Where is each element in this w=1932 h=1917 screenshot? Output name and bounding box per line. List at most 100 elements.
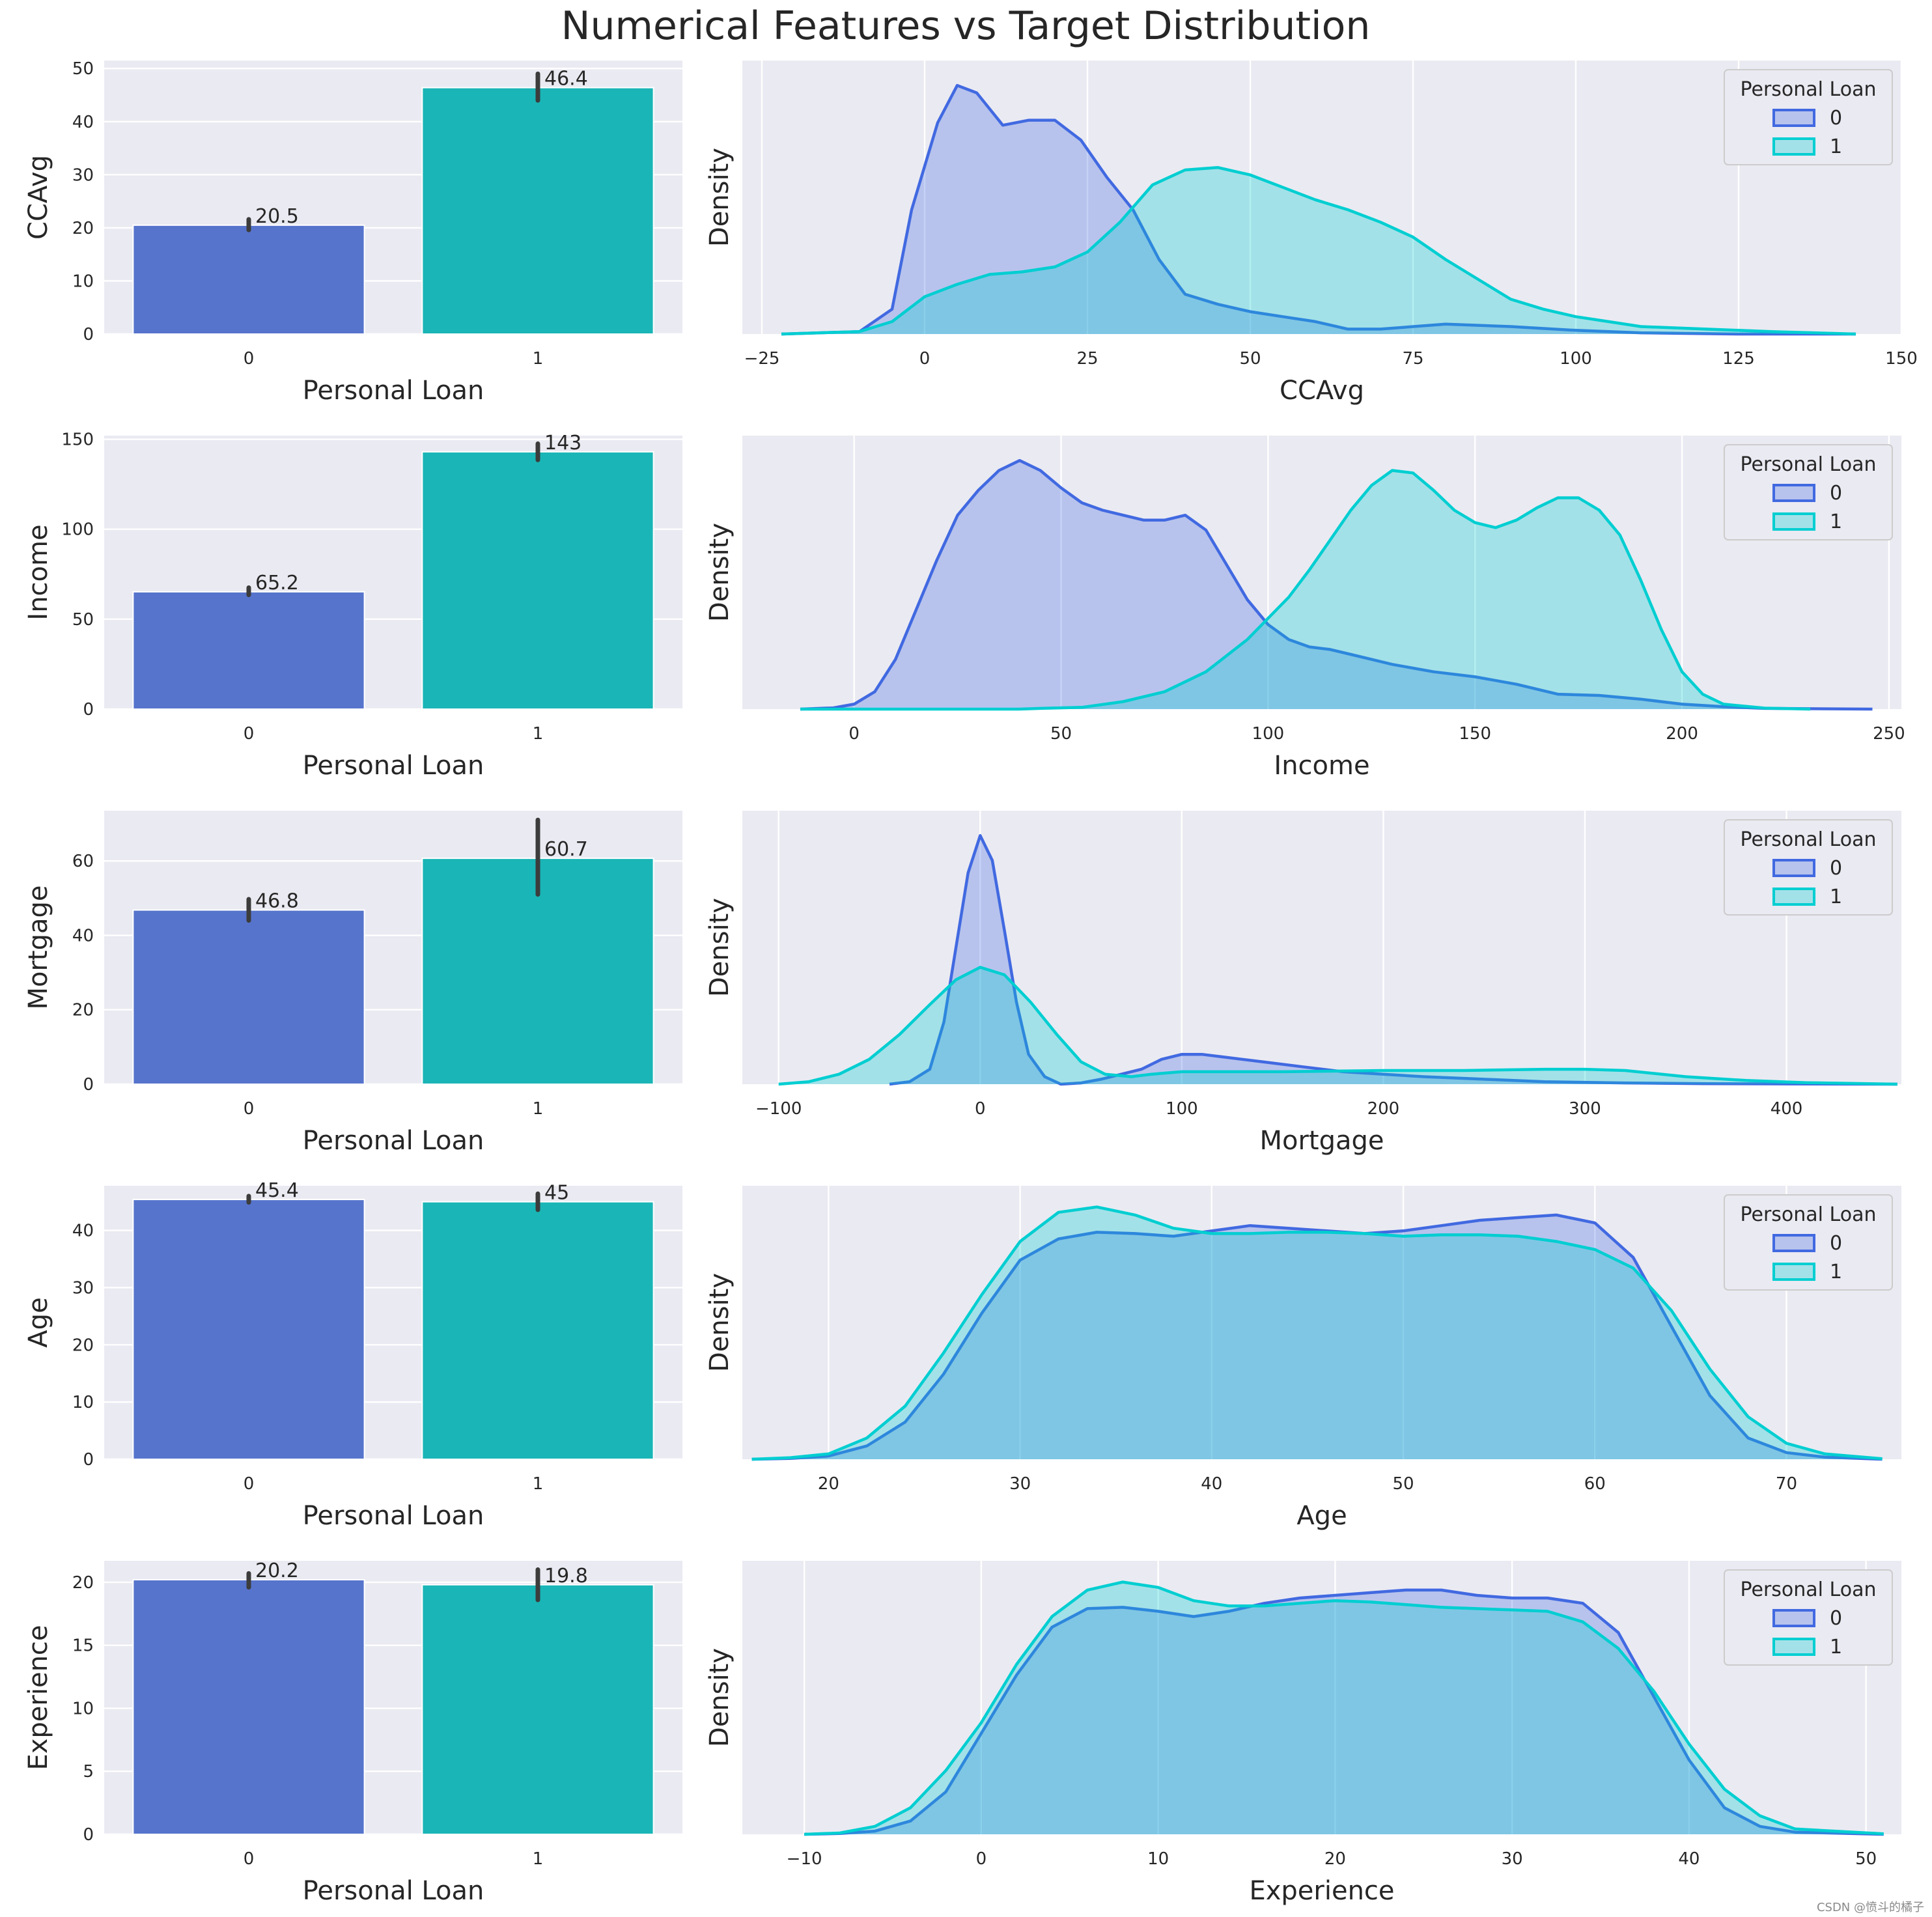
bar-data-label-0: 20.2 [255, 1560, 299, 1582]
density-line-1 [751, 1205, 1883, 1461]
x-tick-label: 30 [1009, 1474, 1031, 1494]
x-tick-label: 40 [1201, 1474, 1222, 1494]
x-tick-label: 125 [1722, 349, 1755, 369]
x-tick-label: 1 [533, 349, 544, 369]
bar-1 [421, 87, 654, 335]
x-tick-label: 20 [818, 1474, 839, 1494]
legend-label-0: 0 [1830, 857, 1842, 880]
y-tick-label: 50 [72, 59, 94, 79]
legend-label-1: 1 [1830, 1261, 1842, 1283]
bar-data-label-1: 60.7 [544, 838, 588, 861]
x-axis-label: Personal Loan [303, 751, 484, 781]
x-axis-label: Personal Loan [303, 376, 484, 406]
legend-swatch-1 [1772, 888, 1815, 906]
legend: Personal Loan 0 1 [1724, 819, 1893, 916]
density-line-1 [804, 1580, 1884, 1836]
x-tick-label: 40 [1678, 1849, 1700, 1869]
kde-panel-bg [742, 811, 1901, 1084]
x-tick-label: 0 [919, 349, 931, 369]
bar-0 [132, 224, 365, 335]
legend-label-0: 0 [1830, 1607, 1842, 1630]
legend-box [1724, 69, 1893, 165]
density-line-1 [800, 469, 1811, 711]
legend-box [1724, 444, 1893, 540]
bar-data-label-1: 143 [544, 432, 581, 455]
legend-swatch-1 [1772, 1263, 1815, 1281]
y-axis-label: Experience [23, 1625, 53, 1770]
x-tick-label: 50 [1050, 724, 1072, 744]
x-axis-label: Personal Loan [303, 1876, 484, 1906]
x-tick-label: 1 [533, 1474, 544, 1494]
density-line-1 [781, 165, 1856, 336]
legend-box [1724, 819, 1893, 916]
density-area-0 [751, 1214, 1883, 1459]
x-tick-label: 200 [1367, 1099, 1400, 1119]
y-tick-label: 150 [61, 430, 94, 450]
x-tick-label: 0 [976, 1849, 987, 1869]
bar-data-label-1: 45 [544, 1182, 569, 1205]
x-tick-label: 0 [244, 349, 255, 369]
legend-label-1: 1 [1830, 886, 1842, 908]
y-axis-label: Density [705, 523, 735, 622]
kde-chart-income: 0 50 100 150 200 250 Income Density Personal Loa… [705, 436, 1905, 781]
y-axis-label: Density [705, 1648, 735, 1747]
y-tick-label: 0 [83, 1075, 94, 1095]
legend-label-0: 0 [1830, 107, 1842, 130]
x-tick-label: 0 [848, 724, 860, 744]
y-axis-label: Mortgage [23, 885, 53, 1009]
y-tick-label: 20 [72, 219, 94, 238]
x-tick-label: 30 [1502, 1849, 1523, 1869]
x-axis-label: Income [1274, 751, 1369, 781]
bar-chart-age: 0 10 20 30 40 45.4 0 45 1 Personal Loan Age [23, 1179, 682, 1531]
density-area-1 [800, 470, 1811, 709]
bar-1 [421, 451, 654, 710]
legend: Personal Loan 0 1 [1724, 69, 1893, 165]
y-tick-label: 5 [83, 1762, 94, 1782]
legend-label-0: 0 [1830, 482, 1842, 505]
y-tick-label: 40 [72, 1222, 94, 1241]
y-tick-label: 40 [72, 926, 94, 945]
bar-0 [132, 1199, 365, 1461]
x-tick-label: 70 [1776, 1474, 1797, 1494]
x-tick-label: 100 [1560, 349, 1592, 369]
y-tick-label: 20 [72, 1001, 94, 1020]
x-tick-label: 1 [533, 1099, 544, 1119]
legend-swatch-0 [1772, 484, 1815, 502]
legend-label-1: 1 [1830, 511, 1842, 533]
x-tick-label: 150 [1885, 349, 1918, 369]
y-tick-label: 0 [83, 1450, 94, 1470]
legend-swatch-0 [1772, 859, 1815, 877]
y-axis-label: Density [705, 148, 735, 247]
density-area-0 [781, 85, 1856, 334]
y-tick-label: 15 [72, 1636, 94, 1656]
legend-box [1724, 1569, 1893, 1666]
legend-title: Personal Loan [1740, 78, 1876, 101]
x-tick-label: 60 [1584, 1474, 1606, 1494]
kde-panel-bg [742, 1561, 1901, 1834]
legend-swatch-1 [1772, 1638, 1815, 1656]
y-tick-label: 30 [72, 165, 94, 185]
x-tick-label: 75 [1402, 349, 1423, 369]
legend-box [1724, 1194, 1893, 1291]
density-line-0 [781, 83, 1856, 336]
legend: Personal Loan 0 1 [1724, 444, 1893, 540]
y-tick-label: 10 [72, 1699, 94, 1718]
y-axis-label: Density [705, 1273, 735, 1372]
density-area-1 [751, 1207, 1883, 1459]
x-tick-label: 25 [1076, 349, 1098, 369]
legend-title: Personal Loan [1740, 1578, 1876, 1601]
y-tick-label: 60 [72, 852, 94, 871]
bar-data-label-0: 65.2 [255, 572, 299, 595]
y-axis-label: Density [705, 898, 735, 997]
legend-label-1: 1 [1830, 135, 1842, 158]
density-area-0 [800, 460, 1873, 709]
legend-label-0: 0 [1830, 1232, 1842, 1255]
x-tick-label: 50 [1392, 1474, 1414, 1494]
x-tick-label: 0 [244, 724, 255, 744]
density-line-0 [889, 833, 1897, 1086]
bar-data-label-0: 46.8 [255, 890, 299, 913]
bar-1 [421, 1201, 654, 1461]
y-tick-label: 10 [72, 272, 94, 291]
x-tick-label: −25 [744, 349, 780, 369]
density-line-1 [778, 966, 1897, 1086]
